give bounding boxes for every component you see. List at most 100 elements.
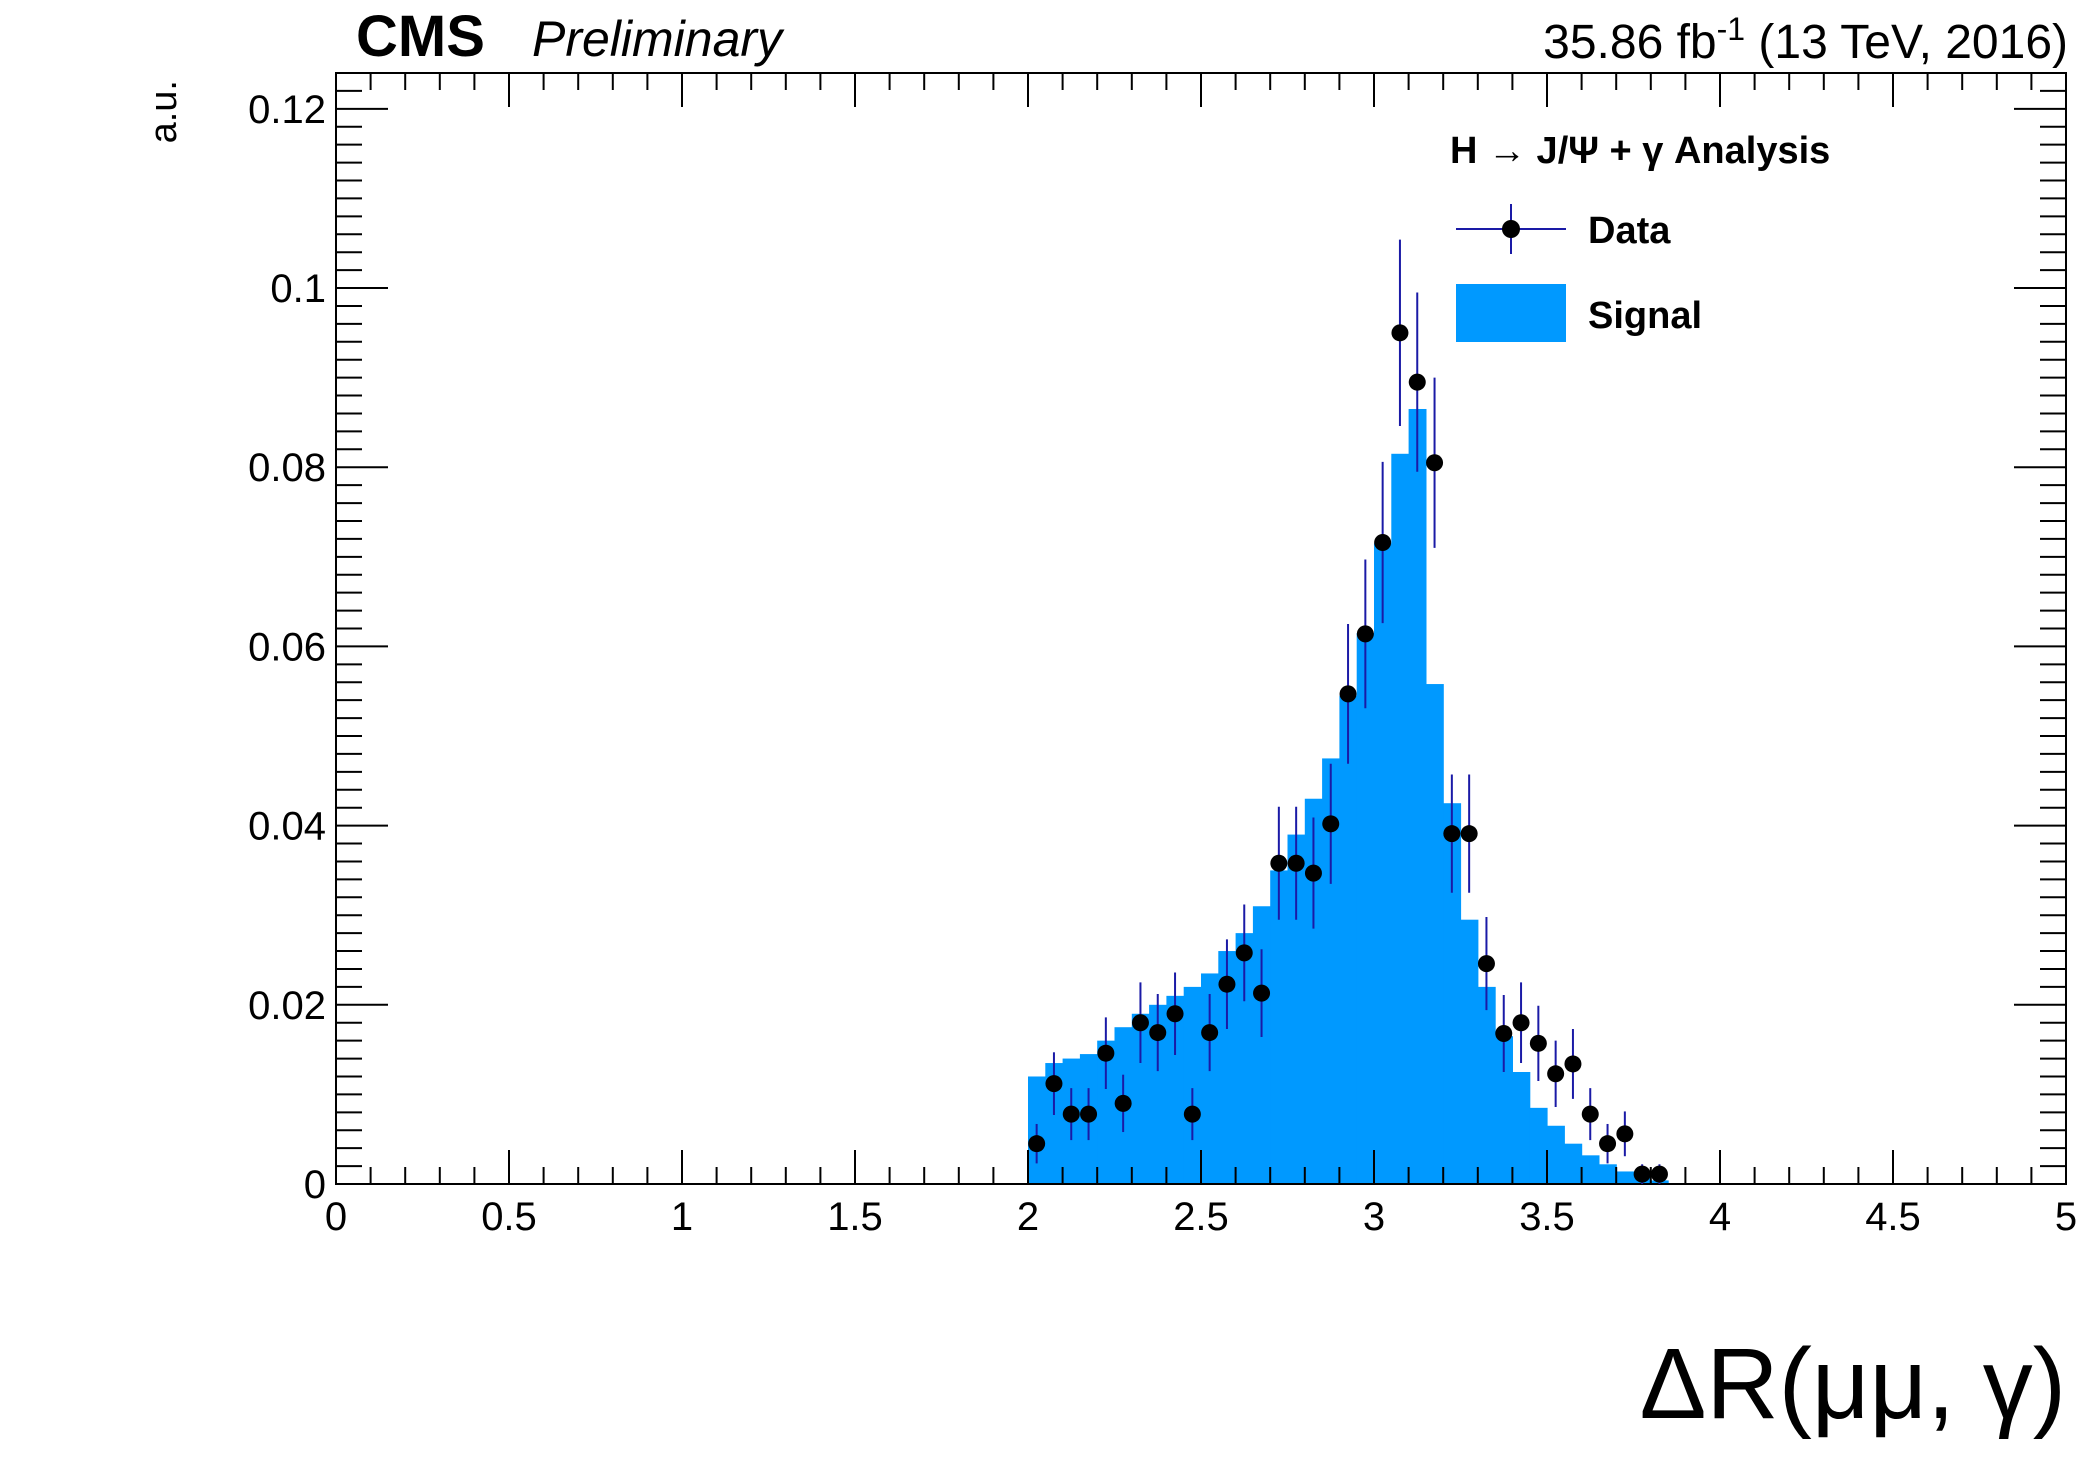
- signal-bin: [1304, 798, 1323, 1184]
- signal-bin: [1581, 1155, 1600, 1184]
- luminosity-label: 35.86 fb-1 (13 TeV, 2016): [1543, 11, 2068, 69]
- y-tick-labels: 0 0.02 0.04 0.06 0.08 0.1 0.12: [248, 88, 326, 1207]
- data-point: [1581, 1105, 1599, 1123]
- signal-bin: [1495, 1036, 1513, 1184]
- legend-signal-swatch: [1456, 284, 1566, 342]
- signal-histogram: [1028, 408, 1669, 1185]
- data-point: [1391, 324, 1409, 342]
- lumi-exponent: -1: [1717, 11, 1745, 47]
- data-point: [1183, 1105, 1201, 1123]
- signal-bin: [1339, 695, 1358, 1184]
- data-point: [1633, 1165, 1651, 1183]
- signal-bin: [1425, 684, 1444, 1184]
- signal-bin: [1045, 1063, 1064, 1184]
- data-point: [1374, 533, 1392, 551]
- signal-bin: [1512, 1072, 1531, 1184]
- x-tick-label: 5: [2055, 1195, 2077, 1239]
- data-point: [1045, 1075, 1063, 1093]
- data-points: [1028, 239, 1668, 1184]
- data-point: [1443, 825, 1461, 843]
- data-point: [1080, 1105, 1098, 1123]
- signal-bin: [1287, 834, 1306, 1184]
- data-point: [1304, 864, 1322, 882]
- data-point: [1201, 1024, 1219, 1042]
- x-tick-label: 2: [1017, 1195, 1039, 1239]
- data-point: [1616, 1125, 1634, 1143]
- x-tick-label: 4: [1709, 1195, 1731, 1239]
- signal-bin: [1460, 919, 1479, 1184]
- x-tick-label: 3: [1363, 1195, 1385, 1239]
- experiment-label: CMS: [356, 4, 485, 69]
- signal-bin: [1529, 1107, 1548, 1184]
- y-tick-label: 0.1: [270, 267, 326, 311]
- x-tick-label: 2.5: [1173, 1195, 1229, 1239]
- signal-bin: [1356, 632, 1375, 1184]
- signal-bin: [1322, 758, 1340, 1184]
- x-tick-label: 0.5: [481, 1195, 537, 1239]
- data-point: [1564, 1055, 1582, 1073]
- data-point: [1426, 454, 1444, 472]
- data-point: [1149, 1024, 1167, 1042]
- y-tick-label: 0.02: [248, 984, 326, 1028]
- data-point: [1097, 1044, 1115, 1062]
- y-tick-label: 0.08: [248, 446, 326, 490]
- data-point: [1512, 1014, 1530, 1032]
- lumi-energy-year: (13 TeV, 2016): [1745, 16, 2068, 69]
- signal-bin: [1616, 1171, 1635, 1184]
- signal-bin: [1097, 1040, 1116, 1184]
- y-tick-label: 0.06: [248, 625, 326, 669]
- y-tick-label: 0.12: [248, 88, 326, 132]
- legend-data-label: Data: [1588, 210, 1671, 252]
- data-point: [1062, 1105, 1080, 1123]
- data-point: [1460, 825, 1478, 843]
- data-point: [1650, 1165, 1668, 1183]
- signal-bin: [1235, 933, 1254, 1184]
- signal-bin: [1408, 408, 1427, 1184]
- x-tick-labels: 0 0.5 1 1.5 2 2.5 3 3.5 4 4.5 5: [325, 1195, 2077, 1239]
- data-point: [1547, 1065, 1565, 1083]
- y-tick-label: 0.04: [248, 805, 326, 849]
- x-tick-label: 1: [671, 1195, 693, 1239]
- signal-bin: [1374, 543, 1392, 1184]
- x-tick-label: 3.5: [1519, 1195, 1575, 1239]
- signal-bin: [1131, 1013, 1150, 1184]
- data-point: [1599, 1135, 1617, 1153]
- y-tick-label: 0: [304, 1163, 326, 1207]
- data-point: [1529, 1034, 1547, 1052]
- signal-bin: [1547, 1125, 1565, 1184]
- data-point: [1114, 1094, 1132, 1112]
- x-tick-label: 0: [325, 1195, 347, 1239]
- signal-bin: [1252, 906, 1271, 1184]
- legend: H → J/Ψ + γ Analysis Data Signal: [1450, 130, 1830, 342]
- signal-bin: [1477, 986, 1496, 1184]
- legend-data-marker: [1502, 220, 1520, 238]
- signal-bin: [1391, 453, 1410, 1185]
- x-tick-label: 4.5: [1865, 1195, 1921, 1239]
- status-label: Preliminary: [532, 11, 785, 67]
- legend-title: H → J/Ψ + γ Analysis: [1450, 130, 1830, 172]
- x-tick-label: 1.5: [827, 1195, 883, 1239]
- data-point: [1253, 984, 1271, 1002]
- legend-signal-label: Signal: [1588, 295, 1702, 337]
- data-point: [1322, 815, 1340, 833]
- signal-bin: [1183, 986, 1202, 1184]
- signal-bin: [1443, 803, 1462, 1184]
- data-point: [1477, 955, 1495, 973]
- signal-bin: [1598, 1164, 1617, 1184]
- y-axis-label: a.u.: [143, 80, 185, 143]
- data-point: [1408, 373, 1426, 391]
- signal-bin: [1270, 870, 1289, 1184]
- data-point: [1495, 1024, 1513, 1042]
- data-point: [1339, 685, 1357, 703]
- lumi-value: 35.86 fb: [1543, 16, 1716, 69]
- data-point: [1131, 1014, 1149, 1032]
- data-point: [1166, 1005, 1184, 1023]
- data-point: [1270, 854, 1288, 872]
- data-point: [1235, 944, 1253, 962]
- signal-bin: [1166, 995, 1185, 1184]
- data-point: [1287, 854, 1305, 872]
- signal-bin: [1218, 951, 1237, 1184]
- data-point: [1218, 975, 1236, 993]
- signal-bin: [1149, 1004, 1167, 1184]
